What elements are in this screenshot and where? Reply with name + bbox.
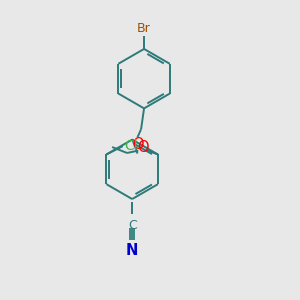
Text: O: O xyxy=(132,137,143,152)
Text: Br: Br xyxy=(137,22,151,35)
Text: C: C xyxy=(128,219,136,232)
Text: Cl: Cl xyxy=(124,139,138,152)
Text: O: O xyxy=(136,140,148,154)
Text: N: N xyxy=(126,243,138,258)
